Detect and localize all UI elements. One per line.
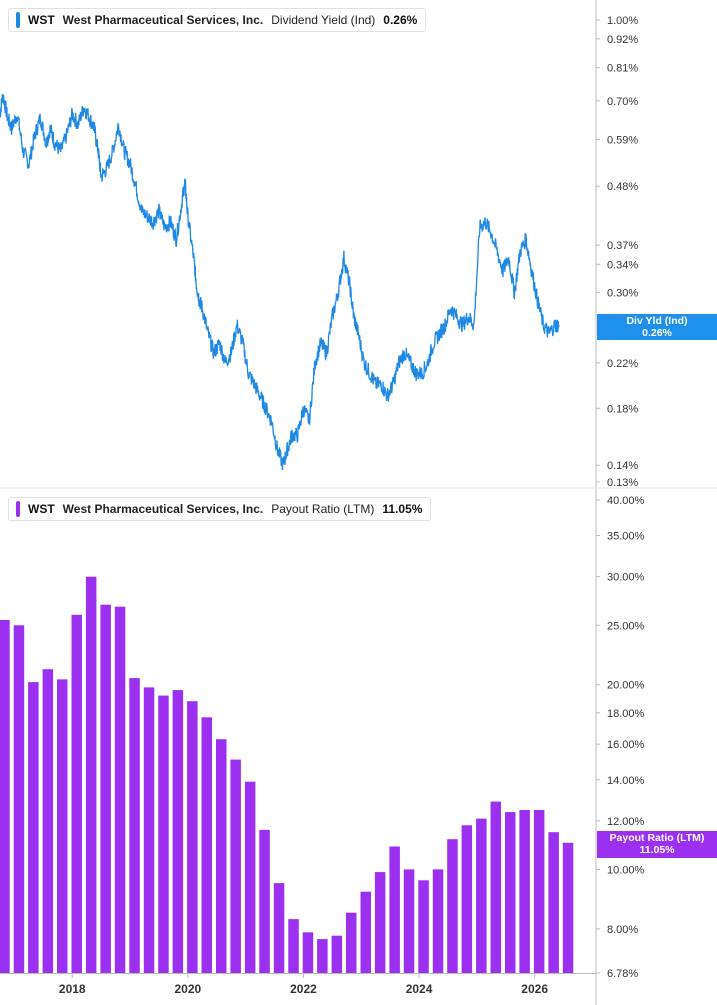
yield-current-value-badge: Div Yld (Ind) 0.26%: [597, 314, 717, 340]
payout-bar: [230, 759, 241, 973]
payout-bar: [548, 832, 559, 973]
payout-bar: [519, 810, 530, 973]
payout-bar: [374, 872, 386, 973]
x-tick-label: 2022: [290, 982, 317, 996]
payout-bar: [331, 935, 343, 973]
payout-bar: [461, 825, 473, 973]
payout-badge-label: Payout Ratio (LTM): [609, 832, 705, 844]
payout-bar: [85, 576, 97, 973]
yield-tick-label: 0.22%: [607, 358, 638, 370]
payout-legend-company: West Pharmaceutical Services, Inc.: [62, 502, 264, 516]
payout-bar: [42, 669, 54, 973]
yield-tick-label: 0.37%: [607, 240, 638, 252]
payout-bar: [57, 679, 68, 973]
payout-bar: [432, 869, 444, 973]
payout-bar: [389, 846, 400, 973]
yield-tick-label: 0.30%: [607, 288, 638, 300]
dividend-yield-line: [0, 93, 560, 471]
x-tick-label: 2024: [406, 982, 433, 996]
payout-badge-value: 11.05%: [639, 843, 675, 856]
payout-tick-label: 6.78%: [607, 968, 638, 980]
yield-tick-label: 0.59%: [607, 134, 638, 146]
yield-tick-label: 1.00%: [607, 15, 638, 27]
payout-bar: [187, 701, 198, 973]
payout-bar: [114, 606, 126, 973]
yield-tick-label: 0.81%: [607, 63, 638, 75]
yield-legend-company: West Pharmaceutical Services, Inc.: [62, 13, 264, 27]
payout-legend-metric: Payout Ratio (LTM): [271, 502, 375, 516]
payout-tick-label: 18.00%: [607, 708, 645, 720]
payout-bar: [259, 829, 270, 973]
payout-tick-label: 10.00%: [607, 864, 645, 876]
payout-tick-label: 35.00%: [607, 531, 645, 543]
yield-tick-label: 0.13%: [607, 477, 638, 489]
x-tick-label: 2018: [59, 982, 86, 996]
payout-bar: [13, 625, 25, 973]
payout-bar: [216, 739, 227, 973]
payout-tick-label: 14.00%: [607, 775, 645, 787]
payout-tick-label: 16.00%: [607, 739, 645, 751]
payout-tick-label: 12.00%: [607, 816, 645, 828]
payout-legend-ticker: WST: [28, 502, 55, 516]
payout-bar: [273, 883, 285, 973]
payout-tick-label: 30.00%: [607, 572, 645, 584]
payout-bar: [172, 690, 184, 973]
payout-bar: [158, 695, 169, 973]
yield-legend-ticker: WST: [28, 13, 55, 27]
x-axis-ticks: 2018 2020 2022 2024 2026: [59, 973, 548, 996]
payout-bar: [418, 880, 429, 973]
payout-y-axis-ticks: 40.00% 35.00% 30.00% 25.00% 20.00% 18.00% 16.0…: [596, 495, 645, 980]
payout-bar: [447, 839, 458, 973]
payout-bar: [201, 717, 212, 973]
payout-bar: [71, 614, 82, 973]
payout-current-value-badge: Payout Ratio (LTM) 11.05%: [597, 831, 717, 858]
payout-bar: [533, 810, 545, 973]
yield-legend-value: 0.26%: [383, 13, 418, 27]
yield-badge-value: 0.26%: [642, 326, 672, 339]
payout-bar: [129, 678, 140, 973]
x-tick-label: 2020: [174, 982, 201, 996]
yield-tick-label: 0.34%: [607, 259, 638, 271]
payout-bar: [562, 842, 574, 973]
x-tick-label: 2026: [521, 982, 548, 996]
payout-bar: [346, 912, 357, 973]
yield-y-axis-ticks: 1.00% 0.92% 0.81% 0.70% 0.59% 0.48% 0.37% 0.34%…: [596, 15, 638, 489]
payout-legend-swatch: [16, 501, 20, 517]
payout-tick-label: 20.00%: [607, 680, 645, 692]
yield-tick-label: 0.92%: [607, 34, 638, 46]
yield-tick-label: 0.70%: [607, 96, 638, 108]
payout-bar: [302, 932, 314, 973]
payout-bar: [143, 687, 155, 973]
payout-bar: [505, 812, 516, 973]
payout-bar: [490, 801, 501, 973]
payout-bar: [28, 682, 39, 973]
payout-tick-label: 40.00%: [607, 495, 645, 507]
payout-bars: [0, 576, 574, 973]
payout-legend[interactable]: WST West Pharmaceutical Services, Inc. P…: [8, 497, 432, 521]
payout-bar: [317, 939, 328, 973]
yield-tick-label: 0.48%: [607, 181, 638, 193]
payout-bar: [0, 620, 10, 973]
payout-bar: [403, 869, 415, 973]
payout-bar: [360, 891, 371, 973]
payout-bar: [476, 818, 487, 973]
yield-legend-metric: Dividend Yield (Ind): [271, 13, 376, 27]
payout-tick-label: 25.00%: [607, 620, 645, 632]
yield-legend-swatch: [16, 12, 20, 28]
payout-bar: [288, 919, 299, 973]
yield-legend[interactable]: WST West Pharmaceutical Services, Inc. D…: [8, 8, 427, 32]
yield-tick-label: 0.18%: [607, 403, 638, 415]
payout-bar: [100, 604, 111, 973]
payout-tick-label: 8.00%: [607, 924, 638, 936]
payout-bar: [244, 781, 256, 973]
yield-tick-label: 0.14%: [607, 460, 638, 472]
yield-badge-label: Div Yld (Ind): [626, 315, 688, 327]
payout-legend-value: 11.05%: [382, 502, 423, 516]
